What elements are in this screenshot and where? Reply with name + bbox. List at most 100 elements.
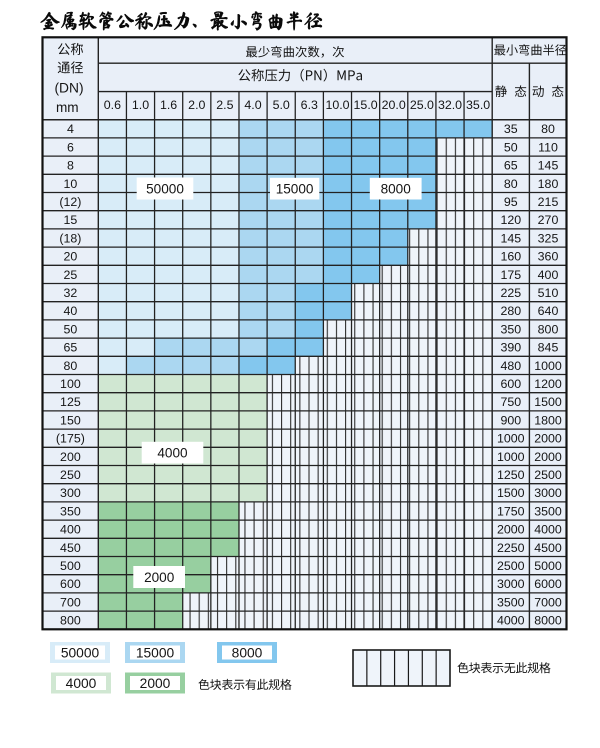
svg-text:500: 500 bbox=[60, 559, 81, 573]
svg-text:450: 450 bbox=[60, 541, 81, 555]
svg-text:50000: 50000 bbox=[61, 646, 100, 661]
svg-text:110: 110 bbox=[538, 140, 558, 154]
svg-text:300: 300 bbox=[60, 486, 81, 500]
svg-text:80: 80 bbox=[504, 177, 518, 191]
svg-text:1250: 1250 bbox=[497, 468, 525, 482]
svg-text:900: 900 bbox=[500, 413, 521, 427]
svg-text:25: 25 bbox=[64, 268, 78, 282]
svg-text:600: 600 bbox=[500, 377, 521, 391]
svg-text:50000: 50000 bbox=[146, 181, 184, 196]
svg-text:350: 350 bbox=[500, 322, 521, 336]
svg-text:4.0: 4.0 bbox=[244, 98, 261, 112]
svg-text:8000: 8000 bbox=[232, 646, 263, 661]
svg-text:600: 600 bbox=[60, 577, 81, 591]
svg-text:225: 225 bbox=[500, 286, 521, 300]
svg-text:2000: 2000 bbox=[144, 570, 175, 585]
svg-text:35: 35 bbox=[504, 122, 518, 136]
svg-text:(175): (175) bbox=[56, 432, 85, 446]
svg-text:0.6: 0.6 bbox=[104, 98, 121, 112]
svg-text:100: 100 bbox=[60, 377, 81, 391]
svg-text:2250: 2250 bbox=[497, 541, 525, 555]
svg-text:145: 145 bbox=[538, 159, 559, 173]
svg-text:6.3: 6.3 bbox=[301, 98, 318, 112]
svg-text:360: 360 bbox=[538, 250, 559, 264]
svg-text:25.0: 25.0 bbox=[410, 98, 434, 112]
svg-text:(DN): (DN) bbox=[54, 80, 83, 95]
svg-text:400: 400 bbox=[538, 268, 559, 282]
svg-text:800: 800 bbox=[538, 322, 559, 336]
svg-text:280: 280 bbox=[500, 304, 521, 318]
svg-text:1000: 1000 bbox=[497, 432, 525, 446]
svg-text:15000: 15000 bbox=[276, 182, 314, 197]
svg-text:6: 6 bbox=[67, 140, 74, 154]
svg-text:200: 200 bbox=[60, 450, 81, 464]
svg-text:800: 800 bbox=[60, 614, 81, 628]
svg-text:7000: 7000 bbox=[534, 595, 562, 609]
svg-text:5.0: 5.0 bbox=[273, 98, 290, 112]
svg-text:215: 215 bbox=[538, 195, 559, 209]
svg-text:120: 120 bbox=[500, 213, 521, 227]
svg-text:32: 32 bbox=[64, 286, 78, 300]
svg-text:20: 20 bbox=[64, 250, 78, 264]
svg-text:(18): (18) bbox=[59, 231, 81, 245]
svg-text:8000: 8000 bbox=[381, 182, 412, 197]
svg-text:250: 250 bbox=[60, 468, 81, 482]
svg-text:50: 50 bbox=[504, 140, 518, 154]
svg-text:400: 400 bbox=[60, 523, 81, 537]
svg-text:2000: 2000 bbox=[497, 523, 525, 537]
svg-text:325: 325 bbox=[538, 231, 559, 245]
svg-text:2.5: 2.5 bbox=[216, 98, 233, 112]
svg-text:175: 175 bbox=[500, 268, 521, 282]
svg-text:1.0: 1.0 bbox=[132, 98, 149, 112]
svg-text:15000: 15000 bbox=[136, 646, 175, 661]
svg-text:845: 845 bbox=[538, 341, 559, 355]
svg-text:(12): (12) bbox=[59, 195, 81, 209]
svg-text:4500: 4500 bbox=[534, 541, 562, 555]
svg-text:3500: 3500 bbox=[534, 504, 562, 518]
svg-text:145: 145 bbox=[500, 231, 521, 245]
svg-text:640: 640 bbox=[538, 304, 559, 318]
svg-text:125: 125 bbox=[60, 395, 81, 409]
svg-text:15: 15 bbox=[64, 213, 78, 227]
svg-text:510: 510 bbox=[538, 286, 559, 300]
svg-text:150: 150 bbox=[60, 413, 81, 427]
svg-text:20.0: 20.0 bbox=[382, 98, 406, 112]
svg-text:2500: 2500 bbox=[497, 559, 525, 573]
svg-text:8000: 8000 bbox=[534, 614, 562, 628]
svg-text:1000: 1000 bbox=[497, 450, 525, 464]
svg-text:4: 4 bbox=[67, 122, 74, 136]
svg-text:3500: 3500 bbox=[497, 595, 525, 609]
svg-text:65: 65 bbox=[504, 159, 518, 173]
svg-text:4000: 4000 bbox=[534, 523, 562, 537]
svg-text:160: 160 bbox=[500, 250, 521, 264]
svg-text:5000: 5000 bbox=[534, 559, 562, 573]
svg-text:1200: 1200 bbox=[534, 377, 562, 391]
svg-text:1500: 1500 bbox=[497, 486, 525, 500]
svg-text:2000: 2000 bbox=[534, 450, 562, 464]
svg-text:4000: 4000 bbox=[157, 446, 188, 461]
svg-text:750: 750 bbox=[500, 395, 521, 409]
svg-text:2500: 2500 bbox=[534, 468, 562, 482]
svg-text:10: 10 bbox=[64, 177, 78, 191]
svg-text:1750: 1750 bbox=[497, 504, 525, 518]
svg-text:3000: 3000 bbox=[497, 577, 525, 591]
svg-text:1500: 1500 bbox=[534, 395, 562, 409]
svg-text:3000: 3000 bbox=[534, 486, 562, 500]
svg-text:80: 80 bbox=[64, 359, 78, 373]
svg-text:2000: 2000 bbox=[534, 432, 562, 446]
svg-text:40: 40 bbox=[64, 304, 78, 318]
svg-text:2.0: 2.0 bbox=[188, 98, 205, 112]
svg-text:15.0: 15.0 bbox=[354, 98, 378, 112]
svg-text:6000: 6000 bbox=[534, 577, 562, 591]
svg-text:65: 65 bbox=[64, 341, 78, 355]
svg-text:270: 270 bbox=[538, 213, 559, 227]
svg-text:4000: 4000 bbox=[66, 676, 97, 691]
svg-text:1000: 1000 bbox=[534, 359, 562, 373]
svg-text:95: 95 bbox=[504, 195, 518, 209]
svg-text:480: 480 bbox=[500, 359, 521, 373]
svg-text:mm: mm bbox=[56, 100, 79, 115]
svg-text:8: 8 bbox=[67, 159, 74, 173]
svg-text:32.0: 32.0 bbox=[438, 98, 462, 112]
svg-text:180: 180 bbox=[538, 177, 559, 191]
svg-text:80: 80 bbox=[541, 122, 555, 136]
